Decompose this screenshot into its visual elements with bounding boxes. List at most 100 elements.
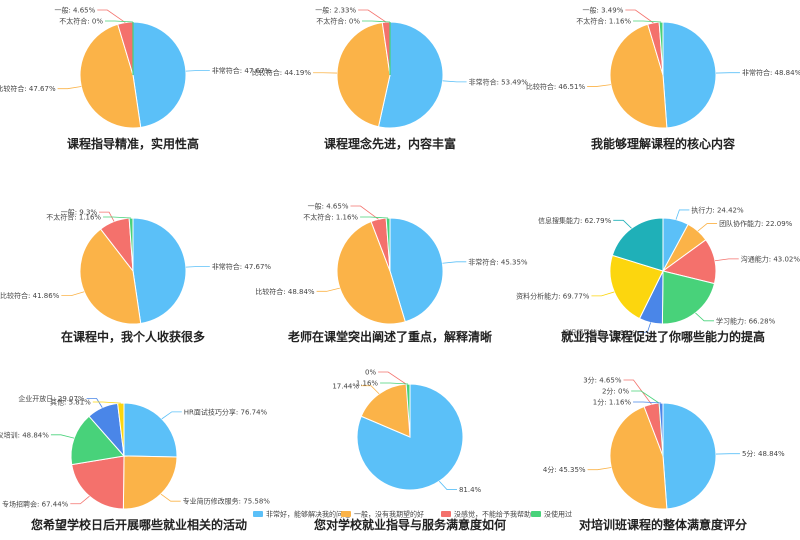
label-leader-line xyxy=(92,401,121,404)
slice-label: 一般: 2.33% xyxy=(315,6,356,15)
label-leader-line xyxy=(105,20,134,23)
slice-label: 一般: 3.49% xyxy=(583,6,624,15)
pie-chart-4: 非常符合: 47.67% 比较符合: 41.86% 一般: 9.3%不太符合: 1.… xyxy=(0,208,271,344)
pie-slice xyxy=(132,217,187,325)
pie-slice xyxy=(389,217,444,323)
slice-label: 礼仪培训: 48.84% xyxy=(0,430,49,439)
slice-label: 团队协作能力: 22.09% xyxy=(719,219,793,228)
label-leader-line xyxy=(637,322,652,333)
pie-slice xyxy=(360,383,411,438)
chart-title: 我能够理解课程的核心内容 xyxy=(591,136,735,151)
chart-title: 课程指导精准，实用性高 xyxy=(67,136,199,151)
slice-label: 3分: 4.65% xyxy=(583,376,622,385)
slice-label: HR面试技巧分享: 76.74% xyxy=(184,407,268,416)
label-leader-line xyxy=(361,385,380,395)
label-leader-line xyxy=(697,223,718,232)
pie-slice xyxy=(70,415,125,466)
label-leader-line xyxy=(57,86,82,90)
label-leader-line xyxy=(70,495,90,505)
slice-label: 不太符合: 1.16% xyxy=(46,213,101,222)
label-leader-line xyxy=(378,371,407,385)
pie-chart-5: 非常符合: 45.35% 比较符合: 48.84% 一般: 4.65% 不太符合: 1… xyxy=(255,202,528,345)
slice-label: 1分: 1.16% xyxy=(593,398,632,407)
pie-slice xyxy=(662,402,717,510)
legend-swatch xyxy=(441,511,451,517)
label-leader-line xyxy=(587,467,612,471)
pie-chart-1: 非常符合: 47.67% 比较符合: 47.67% 一般: 4.65% 不太符合: 0… xyxy=(0,6,271,152)
legend-entry: 没使用过 xyxy=(544,510,572,519)
label-leader-line xyxy=(587,84,611,87)
label-leader-line xyxy=(350,205,379,220)
slice-label: 17.44% xyxy=(332,382,359,390)
chart-title: 就业指导课程促进了你哪些能力的提高 xyxy=(561,329,765,344)
label-leader-line xyxy=(675,209,690,220)
label-leader-line xyxy=(358,9,387,23)
pie-slice xyxy=(71,455,125,510)
label-leader-line xyxy=(442,261,467,264)
label-leader-line xyxy=(86,398,103,408)
chart-title: 在课程中，我个人收获很多 xyxy=(61,329,205,344)
slice-label: 不太符合: 0% xyxy=(316,17,360,26)
label-leader-line xyxy=(103,216,132,219)
slice-label: 5分: 48.84% xyxy=(742,449,785,458)
legend-swatch xyxy=(531,511,541,517)
slice-label: 不太符合: 1.16% xyxy=(303,213,358,222)
chart-title: 您对学校就业指导与服务满意度如何 xyxy=(314,517,506,532)
slice-label: 2分: 0% xyxy=(602,387,629,396)
label-leader-line xyxy=(714,258,739,262)
slice-label: 专场招聘会: 67.44% xyxy=(2,499,69,508)
label-leader-line xyxy=(50,434,75,439)
pie-slice xyxy=(79,23,142,129)
slice-label: 比较符合: 46.51% xyxy=(526,82,586,91)
legend-swatch xyxy=(341,511,351,517)
chart-title: 课程理念先进，内容丰富 xyxy=(324,136,456,151)
label-leader-line xyxy=(633,401,662,404)
slice-label: 组织领导能力: 22.09% xyxy=(562,328,636,337)
pie-chart-9: 5分: 48.84% 4分: 45.35% 3分: 4.65% 2分: 0% 1分: 1… xyxy=(543,376,785,533)
chart-title: 对培训班课程的整体满意度评分 xyxy=(579,517,747,532)
label-leader-line xyxy=(623,379,652,405)
pie-slice xyxy=(336,220,406,325)
pie-slice xyxy=(609,254,664,320)
slice-label: 非常符合: 48.84% xyxy=(742,68,800,77)
pie-slice xyxy=(609,23,668,129)
pie-slice xyxy=(609,405,668,510)
legend-entry: 非常好，能够解决我的问题 xyxy=(266,510,350,519)
slice-label: 4分: 45.35% xyxy=(543,465,586,474)
pie-slice xyxy=(662,21,717,129)
slice-label: 信息搜集能力: 62.79% xyxy=(538,216,612,225)
slice-label: 非常符合: 45.35% xyxy=(468,257,528,266)
label-leader-line xyxy=(613,219,632,229)
label-leader-line xyxy=(316,287,340,292)
pie-chart-7: HR面试技巧分享: 76.74% 专业简历修改服务: 75.58% 专场招聘会: 6… xyxy=(0,394,270,532)
label-leader-line xyxy=(438,480,457,490)
slice-label: 比较符合: 44.19% xyxy=(252,68,312,77)
chart-legend: 非常好，能够解决我的问题 一般，没有我期望的好 没感觉，不能给予我帮助 没使用过 xyxy=(253,510,572,519)
slice-label: 一般: 4.65% xyxy=(308,202,349,211)
slice-label: 学习能力: 66.28% xyxy=(716,316,776,325)
legend-entry: 没感觉，不能给予我帮助 xyxy=(454,510,531,519)
label-leader-line xyxy=(185,266,210,268)
slice-label: 81.4% xyxy=(459,486,482,494)
slice-label: 执行力: 24.42% xyxy=(691,205,744,214)
label-leader-line xyxy=(99,211,115,222)
slice-label: 不太符合: 1.16% xyxy=(576,17,631,26)
slice-label: 沟通能力: 43.02% xyxy=(741,254,800,263)
label-leader-line xyxy=(633,20,662,23)
slice-label: 1.16% xyxy=(356,380,379,388)
slice-label: 企业开放日: 29.07% xyxy=(18,394,85,403)
label-leader-line xyxy=(625,9,654,24)
label-leader-line xyxy=(362,20,391,23)
chart-title: 您希望学校日后开展哪些就业相关的活动 xyxy=(31,517,247,532)
slice-label: 比较符合: 41.86% xyxy=(0,291,60,300)
slice-label: 资料分析能力: 69.77% xyxy=(516,291,590,300)
label-leader-line xyxy=(695,312,715,322)
pie-chart-3: 非常符合: 48.84% 比较符合: 46.51% 一般: 3.49% 不太符合: 1… xyxy=(526,6,800,152)
label-leader-line xyxy=(161,411,182,420)
slice-label: 一般: 9.3% xyxy=(61,208,98,217)
slice-label: 比较符合: 47.67% xyxy=(0,84,56,93)
legend-swatch xyxy=(253,511,263,517)
slice-label: 0% xyxy=(365,369,376,377)
pie-chart-8: 81.4% 17.44% 0% 1.16% 您对学校就业指导与服务满意度如何非常好，能够… xyxy=(253,369,572,532)
